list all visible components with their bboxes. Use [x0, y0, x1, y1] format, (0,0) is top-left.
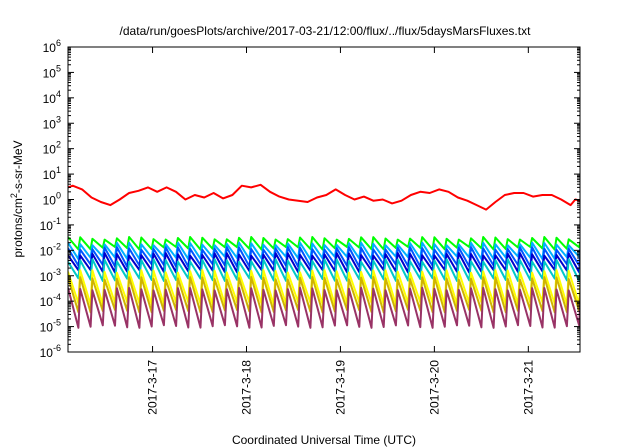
y-tick-label: 10-6 [40, 343, 61, 360]
series-line-9 [68, 286, 580, 329]
x-tick-label: 2017-3-20 [427, 360, 441, 415]
y-tick-label: 102 [43, 140, 61, 157]
series-line-2 [68, 236, 580, 251]
series-line-1 [68, 183, 580, 211]
y-tick-label: 10-4 [40, 292, 61, 309]
x-axis-label: Coordinated Universal Time (UTC) [232, 433, 416, 447]
y-tick-label: 100 [43, 191, 61, 208]
y-tick-label: 104 [43, 89, 61, 106]
y-tick-label: 101 [43, 165, 61, 182]
y-tick-label: 10-5 [40, 318, 61, 335]
plot-area [68, 183, 580, 329]
chart-title: /data/run/goesPlots/archive/2017-03-21/1… [120, 24, 532, 38]
x-tick-label: 2017-3-19 [333, 360, 347, 415]
x-tick-label: 2017-3-18 [239, 360, 253, 415]
x-axis-ticks: 2017-3-17 2017-3-18 2017-3-19 2017-3-20 2017… [146, 47, 535, 415]
y-axis-ticks: 10-6 10-5 10-4 10-3 10-2 10-1 100 101 102 103 104 1… [40, 38, 580, 360]
y-tick-label: 105 [43, 63, 61, 80]
x-tick-label: 2017-3-21 [521, 360, 535, 415]
y-tick-label: 106 [43, 38, 61, 55]
y-axis-label: protons/cm2-s-sr-MeV [9, 140, 25, 257]
series-line-6 [68, 258, 580, 282]
y-tick-label: 10-1 [40, 216, 61, 233]
y-tick-label: 10-3 [40, 267, 61, 284]
y-tick-label: 103 [43, 114, 61, 131]
y-tick-label: 10-2 [40, 241, 61, 258]
x-tick-label: 2017-3-17 [146, 360, 160, 415]
